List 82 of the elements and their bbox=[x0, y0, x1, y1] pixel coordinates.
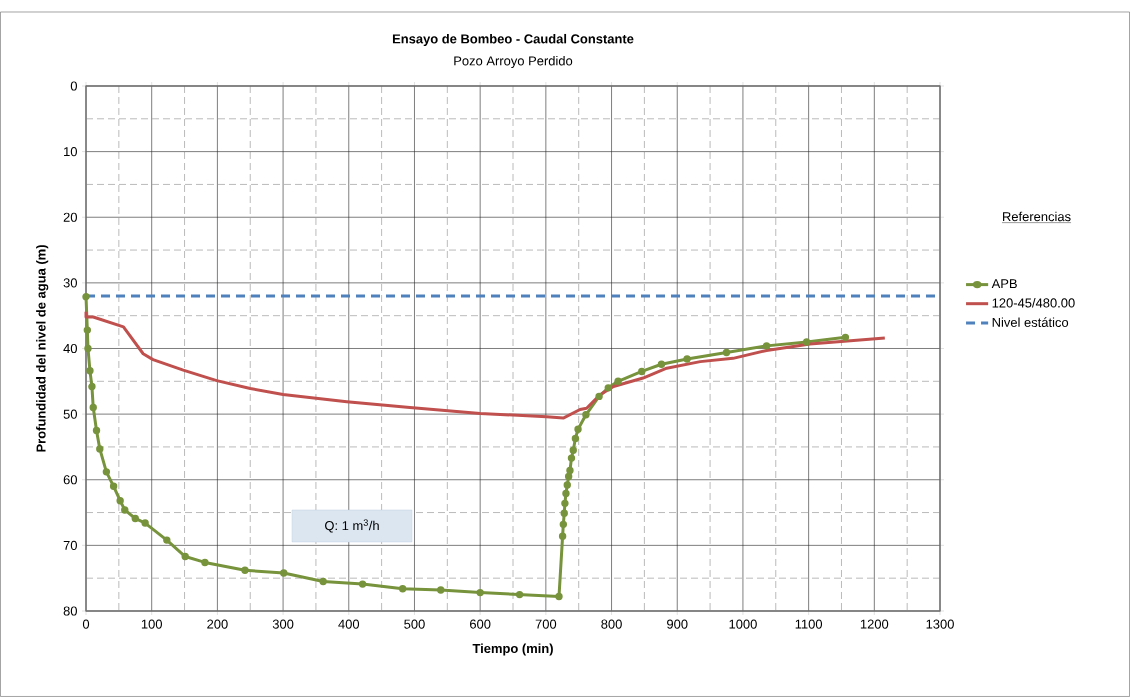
y-tick-label: 40 bbox=[63, 343, 77, 354]
y-tick-label: 80 bbox=[63, 606, 77, 616]
point bbox=[555, 592, 563, 601]
chart-title: Ensayo de Bombeo - Caudal Constante bbox=[392, 33, 634, 47]
point bbox=[762, 342, 771, 350]
x-tick-label: 1200 bbox=[860, 619, 889, 629]
point bbox=[102, 468, 111, 476]
x-tick-label: 1100 bbox=[795, 619, 823, 629]
x-tick-label: 0 bbox=[82, 619, 90, 629]
x-tick-label: 900 bbox=[667, 619, 688, 629]
legend-label: 120-45/480.00 bbox=[992, 298, 1075, 308]
y-tick-label: 50 bbox=[63, 409, 77, 419]
y-axis-title: Profundidad del nivel de agua (m) bbox=[36, 245, 49, 452]
point bbox=[141, 519, 149, 527]
point bbox=[358, 580, 367, 588]
point bbox=[96, 445, 104, 453]
x-tick-label: 100 bbox=[141, 619, 162, 629]
chart-subtitle: Pozo Arroyo Perdido bbox=[454, 55, 573, 69]
point bbox=[163, 536, 171, 544]
point bbox=[92, 426, 101, 435]
point bbox=[595, 392, 603, 401]
x-tick-label: 200 bbox=[207, 619, 228, 629]
y-tick-label: 60 bbox=[63, 475, 77, 485]
point bbox=[241, 566, 249, 574]
point bbox=[614, 377, 622, 385]
point bbox=[82, 292, 90, 301]
y-tick-label: 20 bbox=[63, 212, 77, 222]
x-tick-label: 800 bbox=[601, 619, 622, 629]
point bbox=[562, 489, 570, 498]
line-series bbox=[84, 310, 887, 420]
point bbox=[571, 434, 580, 443]
point bbox=[88, 382, 96, 391]
point bbox=[131, 514, 139, 523]
legend-label: Nivel estático bbox=[992, 317, 1069, 327]
x-tick-label: 1000 bbox=[729, 619, 757, 629]
x-tick-label: 300 bbox=[272, 619, 294, 629]
point bbox=[116, 497, 124, 505]
point bbox=[722, 348, 731, 357]
point bbox=[181, 552, 189, 561]
point bbox=[841, 333, 850, 342]
y-tick-label: 0 bbox=[70, 81, 77, 91]
point bbox=[201, 558, 209, 567]
point bbox=[86, 367, 94, 375]
point bbox=[564, 472, 573, 481]
annotation: Q: 1 m$^{3}$/h bbox=[325, 519, 379, 533]
point bbox=[398, 584, 407, 593]
point bbox=[559, 520, 568, 529]
point bbox=[280, 569, 288, 577]
point bbox=[683, 355, 691, 363]
point bbox=[802, 338, 811, 346]
point bbox=[560, 509, 568, 517]
point bbox=[566, 466, 574, 475]
point bbox=[582, 411, 590, 419]
point bbox=[604, 384, 612, 392]
point bbox=[563, 481, 571, 489]
point bbox=[657, 360, 666, 368]
point bbox=[121, 506, 129, 514]
legend-label: APB bbox=[991, 279, 1017, 289]
point bbox=[574, 425, 582, 433]
point bbox=[638, 367, 646, 376]
x-tick-label: 700 bbox=[535, 619, 557, 629]
point bbox=[476, 588, 484, 597]
x-tick-label: 500 bbox=[404, 619, 425, 629]
point bbox=[567, 454, 576, 462]
legend-title: Referencias bbox=[1003, 211, 1071, 222]
point bbox=[89, 403, 97, 412]
point bbox=[319, 577, 327, 586]
x-axis-title: Tiempo (min) bbox=[472, 643, 553, 656]
point bbox=[83, 326, 92, 334]
point bbox=[84, 344, 92, 353]
y-tick-label: 70 bbox=[63, 540, 77, 550]
point bbox=[109, 482, 118, 490]
x-tick-label: 1300 bbox=[926, 619, 954, 629]
point bbox=[569, 446, 577, 454]
point bbox=[515, 590, 524, 599]
y-tick-label: 30 bbox=[63, 278, 77, 288]
point bbox=[437, 586, 445, 594]
point bbox=[558, 532, 567, 540]
x-tick-label: 400 bbox=[338, 619, 360, 629]
y-tick-label: 10 bbox=[64, 147, 77, 157]
point bbox=[561, 499, 569, 508]
x-tick-label: 600 bbox=[470, 619, 491, 629]
